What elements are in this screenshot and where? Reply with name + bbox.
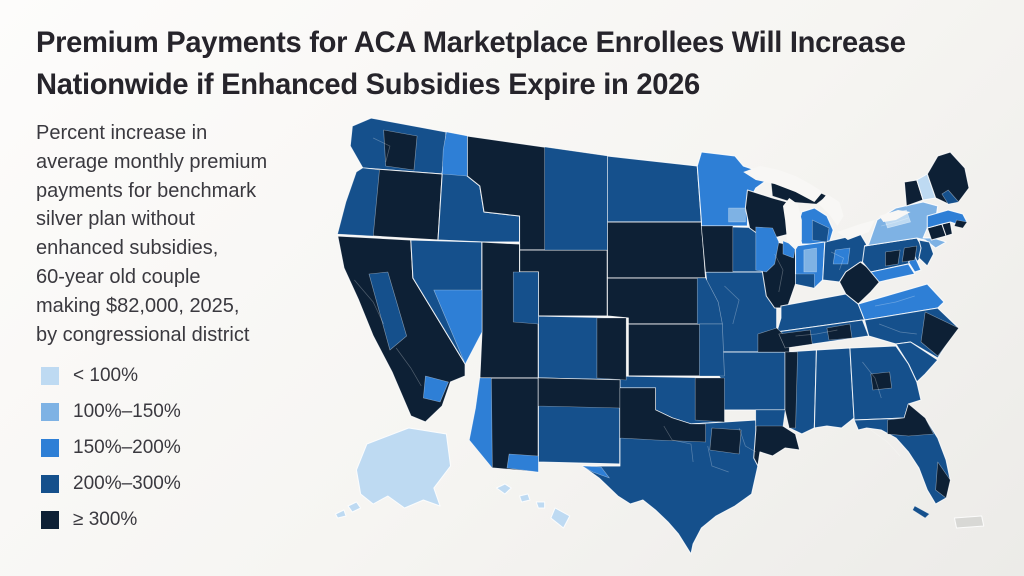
district-patch-tn-mid — [826, 323, 853, 341]
legend-label: 200%–300% — [73, 473, 181, 494]
lake-michigan — [783, 198, 802, 250]
state-north-dakota — [606, 155, 702, 223]
page-title: Premium Payments for ACA Marketplace Enr… — [36, 22, 967, 106]
district-patch-la-north — [755, 409, 786, 427]
district-patch-tx-panhandle — [619, 387, 706, 443]
legend-item-200-300: 200%–300% — [41, 473, 181, 495]
district-patch-az-west — [469, 377, 493, 469]
district-patch-ms-delta — [784, 351, 798, 429]
state-south-dakota — [606, 221, 707, 279]
legend-item-100-150: 100%–150% — [41, 401, 181, 423]
district-boundary-lines — [354, 137, 917, 473]
district-patch-tx-elpaso — [581, 465, 610, 479]
lake-ontario — [879, 210, 911, 222]
lake-erie — [837, 220, 875, 240]
district-patch-in-south — [795, 273, 815, 289]
state-new-york — [864, 201, 947, 249]
title-line-2: Nationwide if Enhanced Subsidies Expire … — [36, 68, 700, 101]
district-patch-nm-north — [538, 377, 621, 409]
district-patch-ga-mid — [870, 371, 893, 391]
legend-swatch-lt100 — [41, 367, 59, 385]
district-patch-pa-se — [901, 245, 918, 263]
state-alabama — [813, 347, 855, 429]
district-patch-tn-west — [778, 329, 813, 349]
district-patch-tx-dallas — [709, 427, 742, 455]
district-patch-in-central — [803, 247, 817, 273]
district-patch-fl-north — [887, 403, 934, 437]
district-patch-nc-east — [920, 311, 959, 357]
state-maryland — [870, 263, 916, 283]
us-choropleth-map — [335, 117, 985, 555]
state-new-jersey — [918, 239, 935, 267]
legend-swatch-100-150 — [41, 403, 59, 421]
district-patch-ne-east — [696, 277, 723, 325]
district-patch-fl-se — [935, 461, 951, 499]
title-line-1: Premium Payments for ACA Marketplace Enr… — [36, 26, 906, 59]
state-hawaii — [496, 483, 571, 529]
district-patch-ut-east — [512, 271, 539, 325]
legend-swatch-200-300 — [41, 475, 59, 493]
district-patch-co-east — [596, 317, 627, 381]
district-patch-ks-east — [699, 323, 725, 377]
legend-label: 100%–150% — [73, 401, 181, 422]
district-patch-fl-keys — [912, 505, 930, 519]
state-virginia — [857, 283, 945, 321]
lake-superior — [743, 166, 823, 202]
district-patch-wa-central — [383, 129, 418, 171]
legend-label: 150%–200% — [73, 437, 181, 458]
district-patch-mi-east — [811, 219, 830, 243]
district-patch-ma-se — [954, 219, 968, 229]
district-patch-mn-metro — [728, 207, 746, 223]
legend-swatch-gte300 — [41, 511, 59, 529]
district-patch-ok-east — [694, 377, 725, 423]
district-patch-ia-east — [755, 226, 780, 273]
district-patch-nv-south — [433, 289, 483, 365]
territory-puerto-rico — [953, 515, 985, 529]
district-patch-oh-central — [832, 247, 851, 265]
legend-label: < 100% — [73, 365, 138, 386]
district-patch-pa-central — [885, 249, 901, 267]
legend-label: ≥ 300% — [73, 509, 138, 530]
legend: < 100% 100%–150% 150%–200% 200%–300% ≥ 3… — [41, 365, 181, 531]
district-patch-mt-east — [544, 146, 608, 251]
legend-swatch-150-200 — [41, 439, 59, 457]
state-alaska — [335, 427, 452, 519]
district-patch-ca-la — [423, 375, 449, 403]
chart-subtitle: Percent increase in average monthly prem… — [36, 122, 268, 346]
legend-item-gte300: ≥ 300% — [41, 509, 181, 531]
great-lakes — [743, 166, 911, 250]
district-patch-ca-valley — [368, 271, 407, 351]
district-patch-id-panhandle — [441, 131, 468, 177]
district-patch-me-south — [941, 189, 959, 205]
district-patch-or-coast — [337, 167, 380, 237]
legend-item-lt100: < 100% — [41, 365, 181, 387]
district-patch-ia-west — [701, 225, 734, 273]
state-maine — [926, 151, 970, 205]
district-patch-az-south — [506, 453, 539, 473]
legend-item-150-200: 150%–200% — [41, 437, 181, 459]
lake-huron — [818, 194, 844, 226]
